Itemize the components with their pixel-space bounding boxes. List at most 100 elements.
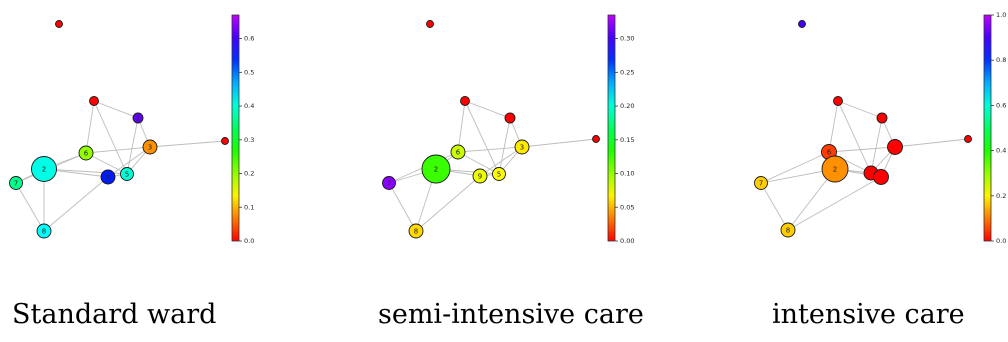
node-group: 1 6 3 5 7 2 9 8 xyxy=(9,20,229,239)
node-label-3: 3 xyxy=(148,144,152,152)
colorbar-tick-label: 0.00 xyxy=(620,237,634,245)
colorbar-tick-label: 0.25 xyxy=(620,68,634,76)
edge-1-5 xyxy=(126,117,139,175)
edge-4-6 xyxy=(457,100,466,153)
node-8 xyxy=(408,223,424,239)
edge-8-9 xyxy=(415,175,481,232)
node-group: 6 7 2 8 xyxy=(754,20,972,238)
node-9 xyxy=(472,168,488,184)
edge-1-4 xyxy=(93,100,139,119)
colorbar-tick-label: 0.5 xyxy=(244,68,254,76)
node-8 xyxy=(780,222,796,238)
node-label-2: 2 xyxy=(42,166,46,174)
node-1 xyxy=(876,112,888,124)
panel-caption: Standard ward xyxy=(12,299,216,330)
colorbar: 0.0 0.2 0.4 0.6 0.8 1.0 xyxy=(983,11,1006,245)
colorbar-tick-label: 0.15 xyxy=(620,136,634,144)
edge-6-5 xyxy=(85,152,128,175)
colorbar-tick-label: 0.0 xyxy=(244,237,254,245)
node-group: 6 3 5 7 2 9 8 xyxy=(382,20,600,239)
edge-1-4 xyxy=(464,100,511,119)
edge-3-11 xyxy=(149,140,226,148)
edge-7-8 xyxy=(760,182,789,231)
edge-3-6 xyxy=(85,146,151,154)
node-label-7: 7 xyxy=(14,180,18,188)
edge-3-9 xyxy=(107,146,151,178)
colorbar-tick-label: 0.2 xyxy=(244,170,254,178)
node-2 xyxy=(421,154,451,184)
node-7 xyxy=(9,176,23,190)
colorbar-tick-label: 0.1 xyxy=(244,203,254,211)
colorbar-tick-label: 0.6 xyxy=(996,101,1006,109)
node-3 xyxy=(887,139,903,155)
colorbar-frame xyxy=(607,14,616,242)
panel-1: 1 6 3 5 7 2 9 8 0.0 0.1 0.2 0.3 0.4 0.5 0.6 Standard wa… xyxy=(9,14,254,330)
node-10 xyxy=(798,20,806,28)
node-5 xyxy=(120,167,134,181)
edge-4-5 xyxy=(93,100,128,175)
node-label-5: 5 xyxy=(497,171,501,179)
node-4 xyxy=(833,96,843,106)
edge-group xyxy=(388,100,597,232)
node-6 xyxy=(78,145,94,161)
node-7 xyxy=(754,176,768,190)
edge-6-7 xyxy=(760,151,830,184)
colorbar-tick-label: 0.4 xyxy=(244,102,254,110)
node-label-7: 7 xyxy=(387,180,391,188)
panel-caption: intensive care xyxy=(772,299,965,330)
colorbar: 0.0 0.1 0.2 0.3 0.4 0.5 0.6 xyxy=(231,14,254,245)
node-11 xyxy=(221,137,229,145)
panel-2: 6 3 5 7 2 9 8 0.00 0.05 0.10 0.15 0.20 0.25 0.30 semi-… xyxy=(378,14,644,330)
node-11 xyxy=(592,135,600,143)
colorbar-tick-label: 1.0 xyxy=(996,11,1006,19)
node-label-6: 6 xyxy=(84,150,89,158)
node-1 xyxy=(132,112,144,124)
node-3 xyxy=(142,139,158,155)
node-3 xyxy=(514,139,530,155)
edge-7-8 xyxy=(388,182,417,232)
node-4 xyxy=(89,96,99,106)
node-2 xyxy=(31,156,57,182)
node-6 xyxy=(450,144,466,160)
node-label-2: 2 xyxy=(833,166,837,174)
edge-4-6 xyxy=(85,100,95,154)
node-1 xyxy=(504,112,516,124)
node-label-3: 3 xyxy=(520,144,524,152)
node-label-9: 9 xyxy=(106,174,110,182)
colorbar: 0.00 0.05 0.10 0.15 0.20 0.25 0.30 xyxy=(607,14,634,245)
colorbar-tick-label: 0.6 xyxy=(244,35,254,43)
node-5 xyxy=(492,167,506,181)
edge-group xyxy=(760,100,969,231)
colorbar-tick-label: 0.05 xyxy=(620,203,634,211)
node-label-6: 6 xyxy=(827,149,832,157)
node-7 xyxy=(382,176,396,190)
edge-4-5 xyxy=(837,100,872,174)
node-label-7: 7 xyxy=(759,180,763,188)
edge-6-5 xyxy=(457,151,500,175)
node-label-1: 1 xyxy=(136,115,140,123)
edge-3-6 xyxy=(457,146,523,153)
colorbar-tick-label: 0.4 xyxy=(996,147,1006,155)
node-label-8: 8 xyxy=(786,227,790,235)
node-9 xyxy=(100,169,116,185)
edge-1-5 xyxy=(498,117,511,175)
edge-3-11 xyxy=(894,138,969,148)
node-11 xyxy=(964,135,972,143)
colorbar-tick-label: 0.0 xyxy=(996,237,1006,245)
edge-3-9 xyxy=(479,146,523,177)
node-label-2: 2 xyxy=(434,166,438,174)
edge-8-9 xyxy=(787,176,882,231)
colorbar-frame xyxy=(983,14,992,242)
colorbar-tick-label: 0.8 xyxy=(996,56,1006,64)
colorbar-gradient xyxy=(608,15,615,241)
colorbar-tick-label: 0.10 xyxy=(620,170,634,178)
node-label-6: 6 xyxy=(456,149,461,157)
node-2 xyxy=(821,155,849,183)
node-label-8: 8 xyxy=(42,228,46,236)
edge-3-6 xyxy=(828,146,896,153)
node-10 xyxy=(426,20,434,28)
edge-7-8 xyxy=(15,182,45,232)
panel-caption: semi-intensive care xyxy=(378,299,644,330)
node-label-8: 8 xyxy=(414,228,418,236)
